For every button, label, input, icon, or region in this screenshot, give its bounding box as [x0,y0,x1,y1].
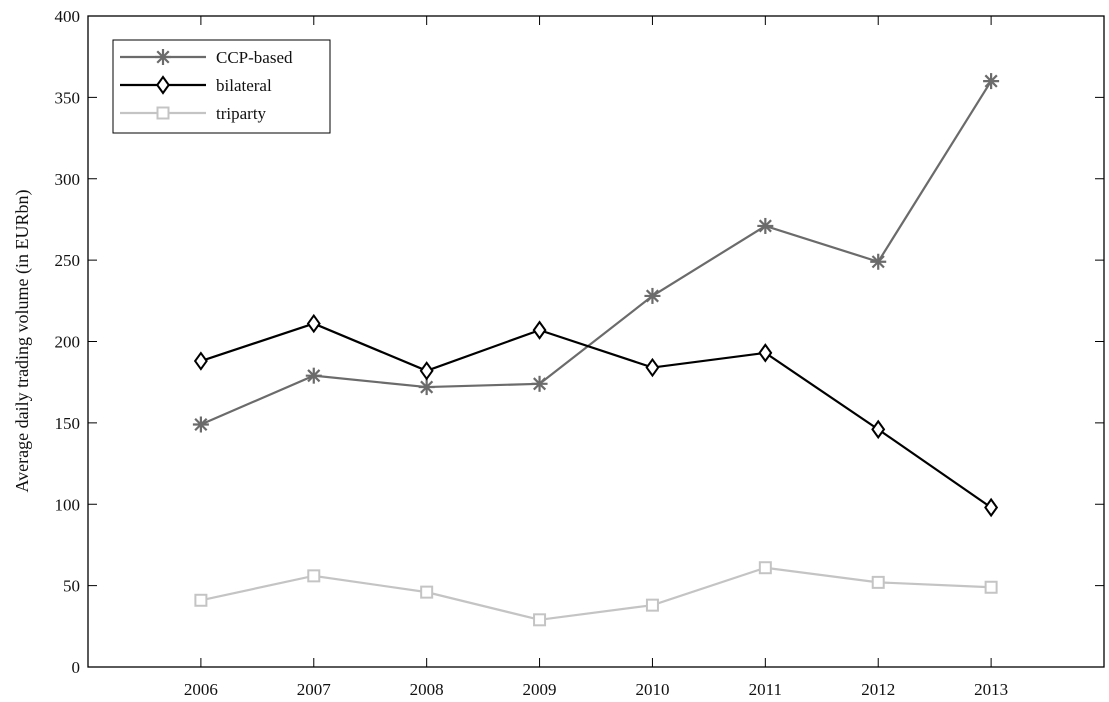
series-line [200,322,992,509]
data-point [644,287,661,304]
y-tick-label: 250 [55,251,81,270]
data-point [419,361,434,381]
data-point [983,73,1000,90]
legend-marker-stroke [156,50,170,64]
data-point [192,416,209,433]
data-point [194,593,208,607]
legend: CCP-based bilateral triparty [112,39,331,134]
y-tick-label: 200 [55,333,81,352]
x-tick-label: 2008 [410,680,444,699]
legend-item: bilateral [120,75,272,95]
x-tick-label: 2007 [297,680,332,699]
y-tick-label: 50 [63,577,80,596]
data-point-stroke [984,74,998,88]
data-point-stroke [194,417,208,432]
series-layer [192,73,1000,627]
data-point [758,561,772,575]
data-point [645,598,659,612]
data-point [758,343,773,363]
data-point [871,419,886,440]
data-point [984,580,998,594]
y-tick-label: 300 [55,170,81,189]
data-point-stroke [533,377,547,391]
data-point [871,575,885,589]
data-point [757,217,774,234]
legend-item: triparty [120,104,267,123]
legend-label: CCP-based [216,48,293,67]
data-point-stroke [645,289,659,303]
legend-box [112,39,331,134]
x-tick-label: 2013 [974,680,1008,699]
ticks-layer: 0 50 100 150 200 250 300 350 400 2006 2007 2008 2009… [55,7,1104,699]
series-bilateral [193,313,999,518]
data-point [306,313,321,334]
series-ccp-based [192,73,1000,433]
data-point-stroke [758,219,772,233]
data-point [533,613,547,627]
data-point-stroke [420,380,434,394]
series-line [200,566,992,621]
data-point [193,351,208,371]
legend-marker [155,49,171,65]
y-tick-label: 350 [55,88,81,107]
x-tick-label: 2011 [749,680,782,699]
x-tick-label: 2010 [635,680,669,699]
data-point [418,379,435,396]
x-tick-label: 2006 [184,680,218,699]
legend-label: triparty [216,104,267,123]
data-point-stroke [307,369,321,383]
data-point-stroke [871,255,885,269]
data-point [870,253,887,270]
data-point [307,569,321,583]
data-point [420,585,434,599]
data-point [532,320,547,340]
legend-marker [156,75,170,95]
data-point [984,497,999,518]
legend-label: bilateral [216,76,272,95]
data-point [645,357,660,378]
data-point [531,375,548,392]
x-tick-label: 2012 [861,680,895,699]
series-line [200,80,993,426]
y-axis-label: Average daily trading volume (in EURbn) [12,189,33,492]
data-point [305,367,322,384]
series-triparty [194,561,998,627]
y-tick-label: 0 [72,658,81,677]
y-tick-label: 150 [55,414,81,433]
y-tick-label: 100 [55,495,81,514]
y-tick-label: 400 [55,7,81,26]
legend-marker [156,106,170,120]
x-tick-label: 2009 [523,680,557,699]
legend-item: CCP-based [120,48,293,67]
